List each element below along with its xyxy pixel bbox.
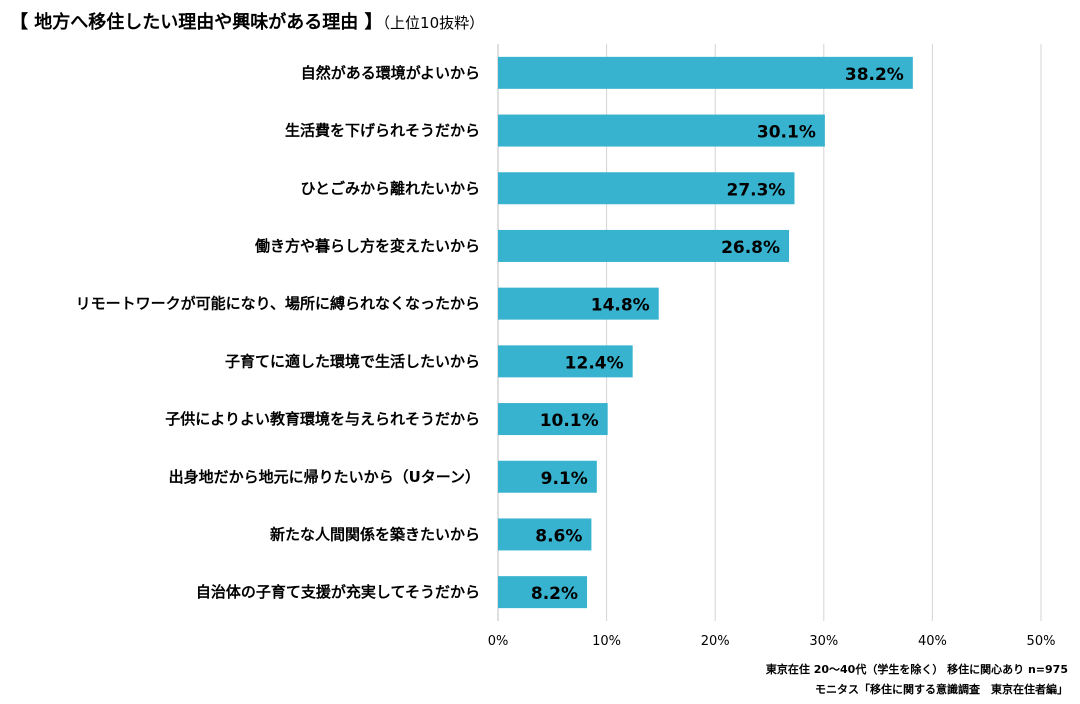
x-tick-label-20: 20% (701, 634, 730, 649)
category-label-3: ひとごみから離れたいから (300, 179, 480, 197)
bar-chart: 自然がある環境がよいから 38.2% 生活費を下げられそうだから 30.1% ひとごみか… (76, 44, 1056, 649)
x-tick-label-10: 10% (592, 634, 621, 649)
data-label-2: 30.1% (757, 123, 816, 143)
data-label-4: 26.8% (721, 238, 780, 258)
data-label-1: 38.2% (845, 65, 904, 85)
data-label-7: 10.1% (540, 411, 599, 431)
category-label-4: 働き方や暮らし方を変えたいから (254, 237, 480, 255)
x-tick-label-30: 30% (809, 634, 838, 649)
bar-8 (498, 460, 597, 493)
x-tick-label-40: 40% (918, 634, 947, 649)
x-tick-label-0: 0% (488, 634, 509, 649)
chart-title-main: 【 地方へ移住したい理由や興味がある理由 】 (10, 12, 383, 33)
bar-6 (498, 345, 633, 378)
bar-3 (498, 172, 795, 205)
data-label-8: 9.1% (541, 469, 588, 489)
category-label-1: 自然がある環境がよいから (301, 64, 480, 82)
category-label-2: 生活費を下げられそうだから (285, 122, 480, 140)
data-label-6: 12.4% (565, 353, 624, 373)
data-label-3: 27.3% (726, 180, 785, 200)
category-label-5: リモートワークが可能になり、場所に縛られなくなったから (76, 295, 480, 313)
bar-2 (498, 114, 825, 147)
category-label-9: 新たな人間関係を築きたいから (270, 525, 480, 543)
chart-subtitle: （上位10抜粋） (382, 14, 485, 32)
chart-footer: 東京在住 20～40代（学生を除く） 移住に関心あり n=975 モニタス「移住… (766, 660, 1068, 700)
x-tick-label-50: 50% (1027, 634, 1056, 649)
bar-4 (498, 229, 790, 262)
bar-1 (498, 56, 913, 89)
chart-title: 【 地方へ移住したい理由や興味がある理由 】（上位10抜粋） (10, 8, 484, 34)
source-note: モニタス「移住に関する意識調査 東京在住者編」 (815, 683, 1068, 696)
bar-10 (498, 576, 588, 609)
category-label-10: 自治体の子育て支援が充実してそうだから (196, 583, 480, 601)
data-label-9: 8.6% (535, 526, 582, 546)
bar-9 (498, 518, 592, 551)
category-label-7: 子供によりよい教育環境を与えられそうだから (165, 410, 480, 428)
bar-7 (498, 403, 608, 436)
sample-note: 東京在住 20～40代（学生を除く） 移住に関心あり n=975 (765, 663, 1068, 676)
data-label-5: 14.8% (591, 296, 650, 316)
bar-5 (498, 287, 659, 320)
category-label-8: 出身地だから地元に帰りたいから（Uターン） (169, 468, 480, 486)
category-label-6: 子育てに適した環境で生活したいから (225, 352, 480, 370)
data-label-10: 8.2% (531, 584, 578, 604)
